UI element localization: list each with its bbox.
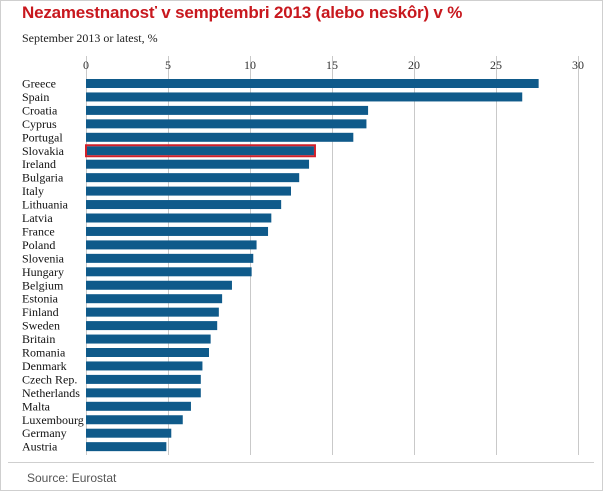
bar bbox=[86, 280, 232, 290]
x-axis-ticks: 0 5 10 15 20 25 30 bbox=[83, 58, 584, 72]
bar bbox=[86, 200, 282, 210]
category-label: Czech Rep. bbox=[22, 372, 77, 386]
bar bbox=[86, 321, 218, 331]
category-label: Greece bbox=[22, 77, 56, 91]
category-label: Belgium bbox=[22, 278, 64, 292]
category-label: Estonia bbox=[22, 292, 59, 306]
category-label: Ireland bbox=[22, 157, 56, 171]
x-tick-label: 10 bbox=[244, 58, 256, 72]
bar bbox=[86, 159, 310, 169]
category-label: Hungary bbox=[22, 265, 64, 279]
bar bbox=[86, 388, 201, 398]
source-note: Source: Eurostat bbox=[27, 471, 117, 485]
x-tick-label: 5 bbox=[165, 58, 171, 72]
category-label: Germany bbox=[22, 426, 67, 440]
category-label: Latvia bbox=[22, 211, 53, 225]
bar bbox=[86, 442, 167, 452]
category-labels: GreeceSpainCroatiaCyprusPortugalSlovakia… bbox=[22, 77, 84, 454]
category-label: Cyprus bbox=[22, 117, 57, 131]
bar bbox=[86, 186, 291, 196]
bar bbox=[86, 119, 367, 129]
category-label: Portugal bbox=[22, 130, 63, 144]
chart-title: Nezamestnanosť v semptembri 2013 (alebo … bbox=[22, 3, 463, 22]
bar bbox=[86, 267, 252, 277]
chart-subtitle: September 2013 or latest, % bbox=[22, 31, 158, 45]
bar bbox=[86, 105, 369, 115]
category-label: Slovenia bbox=[22, 251, 65, 265]
bars bbox=[86, 79, 539, 452]
category-label: Bulgaria bbox=[22, 171, 64, 185]
x-tick-label: 25 bbox=[490, 58, 502, 72]
bar bbox=[86, 428, 172, 438]
bar bbox=[86, 361, 203, 371]
category-label: Austria bbox=[22, 440, 58, 454]
category-label: Malta bbox=[22, 399, 51, 413]
bar bbox=[86, 253, 254, 263]
bar bbox=[86, 226, 269, 236]
category-label: Spain bbox=[22, 90, 49, 104]
bar bbox=[86, 415, 183, 425]
bar bbox=[86, 92, 523, 102]
category-label: Romania bbox=[22, 346, 66, 360]
x-tick-label: 0 bbox=[83, 58, 89, 72]
bar bbox=[86, 240, 257, 250]
bar bbox=[86, 374, 201, 384]
category-label: Croatia bbox=[22, 103, 58, 117]
bar bbox=[86, 294, 223, 304]
category-label: Luxembourg bbox=[22, 413, 84, 427]
bar bbox=[86, 213, 272, 223]
category-label: Denmark bbox=[22, 359, 67, 373]
bar bbox=[86, 146, 314, 156]
bar bbox=[86, 79, 539, 88]
category-label: Britain bbox=[22, 332, 55, 346]
x-tick-label: 20 bbox=[408, 58, 420, 72]
bar bbox=[86, 334, 211, 344]
x-tick-label: 30 bbox=[572, 58, 584, 72]
bar bbox=[86, 348, 209, 357]
highlight-outline bbox=[85, 144, 316, 158]
category-label: Sweden bbox=[22, 319, 60, 333]
bar bbox=[86, 307, 219, 317]
category-label: Poland bbox=[22, 238, 55, 252]
category-label: Slovakia bbox=[22, 144, 65, 158]
category-label: Lithuania bbox=[22, 198, 69, 212]
category-label: Netherlands bbox=[22, 386, 80, 400]
category-label: Finland bbox=[22, 305, 59, 319]
bar bbox=[86, 132, 354, 142]
bar bbox=[86, 401, 191, 411]
footer-divider bbox=[8, 462, 594, 463]
bar-chart: 0 5 10 15 20 25 30 GreeceSpainCroatiaCyprusPor… bbox=[22, 56, 584, 455]
category-label: France bbox=[22, 224, 55, 238]
x-tick-label: 15 bbox=[326, 58, 338, 72]
category-label: Italy bbox=[22, 184, 44, 198]
bar bbox=[86, 173, 300, 183]
highlight-layer bbox=[85, 144, 316, 158]
